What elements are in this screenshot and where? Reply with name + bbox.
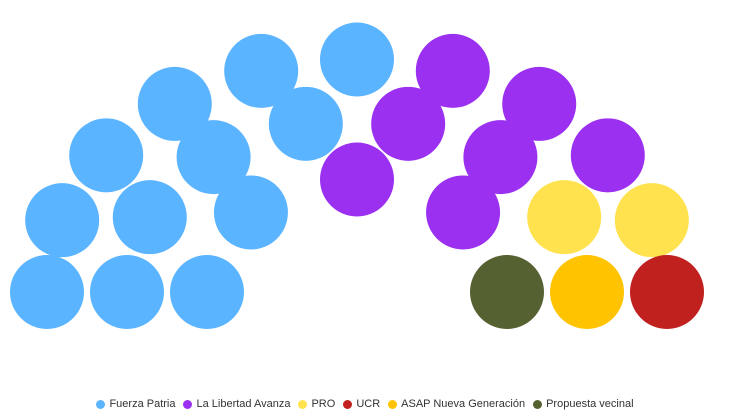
legend-label: ASAP Nueva Generación xyxy=(401,398,526,410)
chart xyxy=(10,22,704,329)
legend-item: La Libertad Avanza xyxy=(183,398,290,410)
seat xyxy=(426,175,501,250)
seat xyxy=(320,22,394,97)
seat xyxy=(570,118,645,193)
legend-item: ASAP Nueva Generación xyxy=(388,398,525,410)
legend-label: Fuerza Patria xyxy=(109,398,176,410)
legend-swatch xyxy=(533,399,543,409)
seat xyxy=(470,255,544,329)
legend-label: PRO xyxy=(311,398,336,410)
seat xyxy=(630,255,704,329)
legend: Fuerza Patria La Libertad Avanza PRO UCR ASA… xyxy=(0,398,730,410)
legend-swatch xyxy=(343,399,353,409)
seat xyxy=(10,255,84,329)
legend-label: UCR xyxy=(356,398,381,410)
seat xyxy=(224,33,299,108)
seat xyxy=(614,183,689,258)
legend-label: La Libertad Avanza xyxy=(196,398,291,410)
legend-item: PRO xyxy=(298,398,335,410)
seat xyxy=(25,183,100,258)
seat xyxy=(268,86,343,161)
legend-item: Propuesta vecinal xyxy=(533,398,634,410)
seat xyxy=(320,142,394,217)
legend-swatch xyxy=(96,399,106,409)
legend-item: Fuerza Patria xyxy=(96,398,175,410)
seat xyxy=(371,86,446,161)
legend-swatch xyxy=(183,399,193,409)
seat xyxy=(463,120,538,195)
legend-item: UCR xyxy=(343,398,380,410)
seat xyxy=(170,255,244,329)
seat xyxy=(415,33,490,108)
seat xyxy=(112,180,187,255)
seat xyxy=(69,118,144,193)
seat xyxy=(527,180,602,255)
seat xyxy=(502,66,577,141)
seat xyxy=(550,255,624,329)
seat xyxy=(137,66,212,141)
seat xyxy=(176,120,251,195)
legend-label: Propuesta vecinal xyxy=(546,398,634,410)
seat xyxy=(90,255,164,329)
legend-swatch xyxy=(388,399,398,409)
legend-swatch xyxy=(298,399,308,409)
seat xyxy=(213,175,288,250)
